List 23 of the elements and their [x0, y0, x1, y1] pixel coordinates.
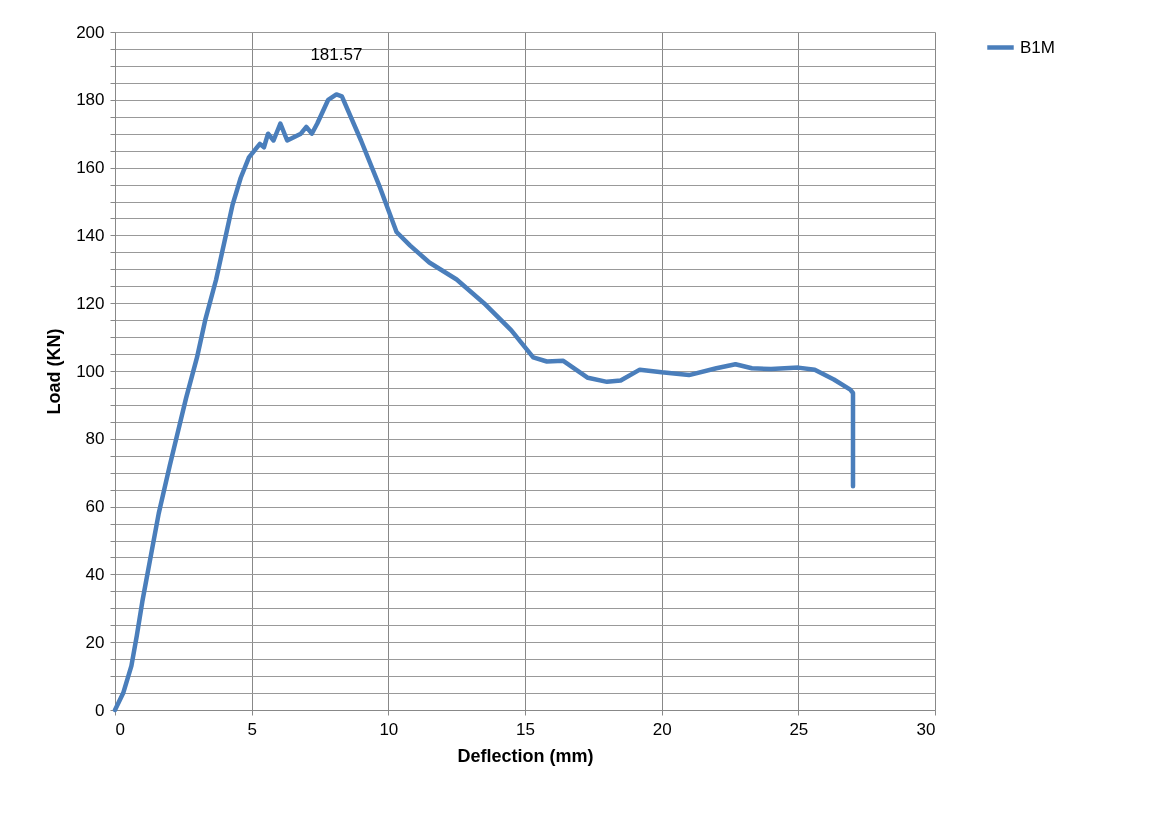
- x-axis-title: Deflection (mm): [457, 745, 594, 766]
- y-tick-label: 140: [76, 225, 105, 245]
- y-tick-label: 60: [85, 497, 105, 517]
- y-tick-label: 80: [85, 429, 105, 449]
- x-tick-label: 15: [516, 719, 535, 739]
- y-tick-label: 100: [76, 361, 105, 381]
- x-tick-label: 30: [916, 719, 936, 739]
- y-axis-title: Load (KN): [44, 328, 65, 415]
- x-tick-label: 0: [115, 719, 125, 739]
- x-tick-label: 5: [247, 719, 257, 739]
- y-tick-label: 120: [76, 293, 105, 313]
- y-tick-label: 200: [76, 22, 105, 42]
- x-tick-label: 25: [789, 719, 809, 739]
- line-series: [112, 92, 856, 713]
- x-tick-label: 20: [652, 719, 672, 739]
- y-tick-label: 40: [85, 564, 105, 584]
- y-tick-label: 160: [76, 158, 105, 178]
- y-tick-label: 180: [76, 90, 105, 110]
- legend-label: B1M: [1020, 37, 1055, 57]
- annotation: 181.57: [310, 45, 363, 65]
- x-tick-label: 10: [379, 719, 399, 739]
- y-tick-label: 0: [95, 700, 105, 720]
- y-tick-label: 20: [85, 632, 105, 652]
